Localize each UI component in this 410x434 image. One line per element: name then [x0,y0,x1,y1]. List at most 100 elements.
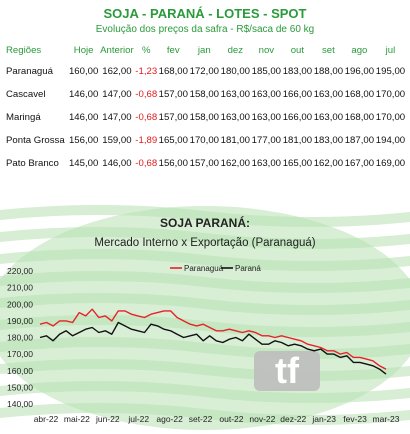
x-tick-label: set-22 [189,414,213,424]
price-cell: 188,00 [313,66,344,77]
price-cell: 162,00 [313,158,344,169]
price-cell: 158,00 [189,89,219,100]
percent-change-cell: -1,23 [135,66,158,77]
y-tick-label: 140,00 [7,399,33,409]
price-cell: 185,00 [251,66,282,77]
price-cell: 160,00 [68,66,99,77]
column-header-out: out [290,44,305,56]
price-table: Regiões Hoje Anterior % fev jan dez nov … [4,40,406,175]
page-title: SOJA - PARANÁ - LOTES - SPOT [103,6,307,21]
chart-background [0,205,410,430]
price-cell: 166,00 [282,89,313,100]
price-cell: 157,00 [158,112,188,123]
price-cell: 194,00 [375,135,406,146]
price-cell: 168,00 [344,112,375,123]
background-band [0,381,410,403]
price-cell: 146,00 [68,112,99,123]
column-header-jul: jul [385,44,396,56]
percent-change-cell: -0,68 [135,158,158,169]
table-subtitle: Evolução dos preços da safra - R$/saca d… [95,24,315,35]
y-tick-label: 170,00 [7,349,33,359]
price-cell: 170,00 [375,112,406,123]
chart-series [39,308,387,375]
region-name: Cascavel [6,89,46,100]
price-cell: 183,00 [313,135,344,146]
series-line-parana [39,321,387,375]
price-cell: 157,00 [158,89,188,100]
price-cell: 156,00 [68,135,99,146]
chart-axes: 140,00 150,00 160,00 170,00 180,00 190,00 200,… [7,266,400,424]
price-cell: 163,00 [313,112,344,123]
price-cell: 187,00 [344,135,375,146]
column-header-ago: ago [351,44,368,56]
column-header-nov: nov [258,44,275,56]
x-tick-label: abr-22 [34,414,59,424]
background-band [0,271,410,293]
column-header-anterior: Anterior [100,44,134,56]
price-cell: 146,00 [102,158,132,169]
price-cell: 156,00 [158,158,188,169]
price-cell: 166,00 [282,112,313,123]
table-header-row: Regiões Hoje Anterior % fev jan dez nov … [4,40,406,60]
x-tick-label: jun-22 [95,414,120,424]
column-header-jan: jan [197,44,211,56]
price-cell: 165,00 [282,158,313,169]
table-row: Maringá 146,00 147,00 -0,68 157,00 158,00 163,… [4,106,406,129]
background-band [0,249,410,271]
y-tick-label: 180,00 [7,333,33,343]
price-cell: 158,00 [189,112,219,123]
chart-title: SOJA PARANÁ: [160,215,250,230]
table-row: Ponta Grossa 156,00 159,00 -1,89 165,00 170,0… [4,129,406,152]
chart-legend: Paranaguá Paraná [170,264,261,273]
column-header-regions: Regiões [6,44,42,56]
x-tick-label: dez-22 [280,414,306,424]
price-cell: 159,00 [102,135,132,146]
y-tick-label: 190,00 [7,316,33,326]
price-line-chart: SOJA PARANÁ: Mercado Interno x Exportaçã… [0,205,410,430]
y-tick-label: 150,00 [7,382,33,392]
background-band [0,205,410,227]
x-tick-label: mar-23 [373,414,400,424]
price-cell: 183,00 [282,66,313,77]
y-tick-label: 160,00 [7,366,33,376]
price-cell: 170,00 [375,89,406,100]
price-cell: 146,00 [68,89,99,100]
region-name: Maringá [6,112,41,123]
price-cell: 196,00 [344,66,375,77]
price-cell: 181,00 [220,135,250,146]
table-row: Pato Branco 145,00 146,00 -0,68 156,00 157,00… [4,152,406,175]
chart-subtitle: Mercado Interno x Exportação (Paranaguá) [94,237,315,249]
tf-logo-text: tf [275,350,300,391]
x-tick-label: jan-23 [311,414,336,424]
x-tick-label: nov-22 [249,414,275,424]
y-tick-label: 220,00 [7,266,33,276]
price-cell: 163,00 [251,112,282,123]
price-cell: 145,00 [68,158,99,169]
percent-change-cell: -0,68 [135,112,158,123]
percent-change-cell: -0,68 [135,89,158,100]
price-cell: 168,00 [158,66,188,77]
price-cell: 163,00 [251,89,282,100]
background-band [0,293,410,315]
y-tick-label: 210,00 [7,283,33,293]
region-name: Ponta Grossa [6,135,65,146]
price-cell: 168,00 [344,89,375,100]
price-cell: 147,00 [102,112,132,123]
x-tick-label: out-22 [219,414,243,424]
region-name: Paranaguá [6,66,53,77]
background-band [0,403,410,425]
percent-change-cell: -1,89 [135,135,158,146]
price-cell: 162,00 [220,158,250,169]
x-tick-label: mai-22 [64,414,90,424]
column-header-set: set [321,44,335,56]
background-band [0,227,410,249]
legend-label-parana: Paraná [235,264,261,273]
price-cell: 169,00 [375,158,406,169]
price-cell: 170,00 [189,135,219,146]
price-cell: 172,00 [189,66,219,77]
price-cell: 163,00 [220,112,250,123]
y-tick-label: 200,00 [7,299,33,309]
price-cell: 167,00 [344,158,375,169]
tf-logo-box [254,351,320,391]
price-cell: 163,00 [220,89,250,100]
